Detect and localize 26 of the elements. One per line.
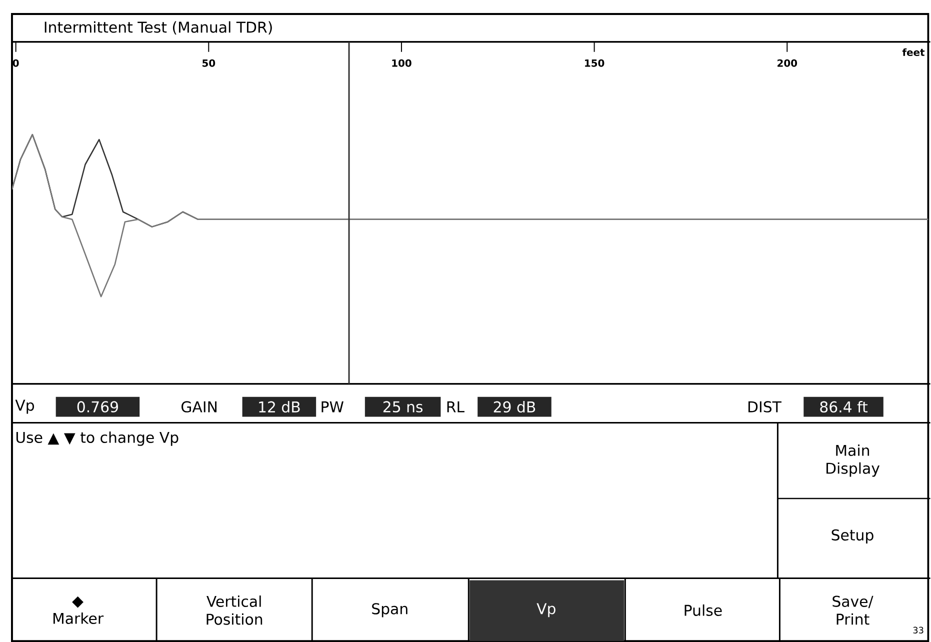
chart-title: Intermittent Test (Manual TDR) bbox=[44, 21, 272, 34]
text: Pulse bbox=[684, 604, 722, 616]
x-axis-title: feet bbox=[902, 48, 925, 56]
text: Main Display bbox=[826, 444, 880, 477]
text: 25 ns bbox=[383, 401, 423, 412]
text: Vp bbox=[15, 400, 34, 414]
x-tick-label: 100 bbox=[392, 59, 412, 67]
text: 12 dB bbox=[259, 400, 300, 413]
x-tick-label: 200 bbox=[778, 59, 798, 67]
text: ◆ Marker bbox=[53, 596, 104, 624]
text: 86.4 ft bbox=[820, 400, 868, 413]
text: PW bbox=[322, 401, 344, 412]
text: RL bbox=[447, 401, 464, 412]
text: Save/ Print bbox=[832, 596, 874, 625]
text: 29 dB bbox=[494, 400, 536, 413]
text: Setup bbox=[832, 529, 874, 544]
text: 0.769 bbox=[77, 401, 118, 412]
x-tick-label: 150 bbox=[585, 59, 604, 67]
text: Span bbox=[372, 603, 408, 618]
text: Vertical Position bbox=[206, 595, 262, 625]
text: DIST bbox=[748, 401, 782, 412]
text: GAIN bbox=[182, 401, 216, 412]
x-tick-label: 50 bbox=[202, 59, 216, 67]
text: Vp bbox=[536, 603, 556, 618]
text: Use ▲ ▼ to change Vp bbox=[16, 431, 178, 446]
text: 33 bbox=[913, 626, 924, 634]
